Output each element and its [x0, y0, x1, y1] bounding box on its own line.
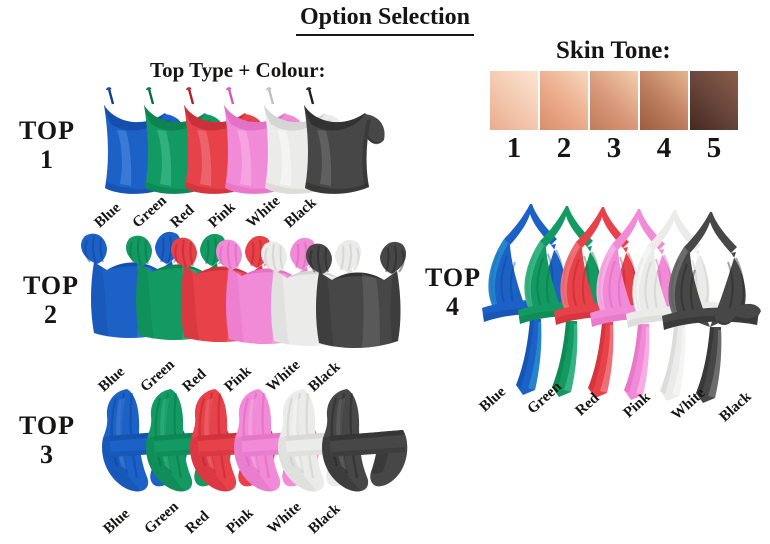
top4-name: TOP	[425, 263, 481, 292]
top3-name: TOP	[19, 411, 75, 440]
skin-tone-number: 1	[506, 132, 522, 164]
top4-black-garment[interactable]	[658, 210, 763, 411]
top3-black-label: Black	[305, 500, 344, 538]
top2-black-garment[interactable]	[302, 238, 414, 355]
top3-label: TOP 3	[15, 411, 79, 469]
top3-black-garment[interactable]	[313, 386, 417, 503]
top1-black-garment[interactable]	[284, 86, 388, 203]
skin-tone-swatch[interactable]	[540, 71, 588, 130]
skin-tone-number: 5	[706, 132, 722, 164]
top1-number: 1	[40, 145, 54, 175]
top2-name: TOP	[23, 271, 79, 300]
skin-tone-number: 3	[606, 132, 622, 164]
page-title: Option Selection	[295, 4, 475, 36]
skin-tone-option-5[interactable]: 5	[690, 71, 738, 165]
top4-number: 4	[446, 292, 460, 322]
top3-red-label: Red	[182, 508, 213, 538]
top3-white-label: White	[264, 499, 305, 538]
top4-label: TOP 4	[421, 263, 485, 321]
top1-pink-label: Pink	[205, 199, 239, 232]
skin-tone-swatch[interactable]	[590, 71, 638, 130]
skin-tone-number: 2	[556, 132, 572, 164]
skin-tone-swatch[interactable]	[690, 71, 738, 130]
top3-blue-label: Blue	[100, 505, 134, 538]
skin-tone-number: 4	[656, 132, 672, 164]
skin-tone-swatch[interactable]	[490, 71, 538, 130]
skin-tone-option-2[interactable]: 2	[540, 71, 588, 165]
top2-number: 2	[44, 300, 58, 330]
top-type-colour-heading: Top Type + Colour:	[150, 58, 326, 82]
top2-label: TOP 2	[19, 271, 83, 329]
skin-tone-option-3[interactable]: 3	[590, 71, 638, 165]
skin-tone-option-4[interactable]: 4	[640, 71, 688, 165]
skin-tone-swatches: 1 2 3 4 5	[490, 71, 738, 165]
top1-name: TOP	[19, 116, 75, 145]
skin-tone-heading: Skin Tone:	[556, 37, 671, 64]
top3-number: 3	[40, 440, 54, 470]
skin-tone-swatch[interactable]	[640, 71, 688, 130]
skin-tone-option-1[interactable]: 1	[490, 71, 538, 165]
top3-green-label: Green	[141, 498, 182, 538]
top1-label: TOP 1	[15, 116, 79, 174]
top3-pink-label: Pink	[223, 505, 257, 538]
